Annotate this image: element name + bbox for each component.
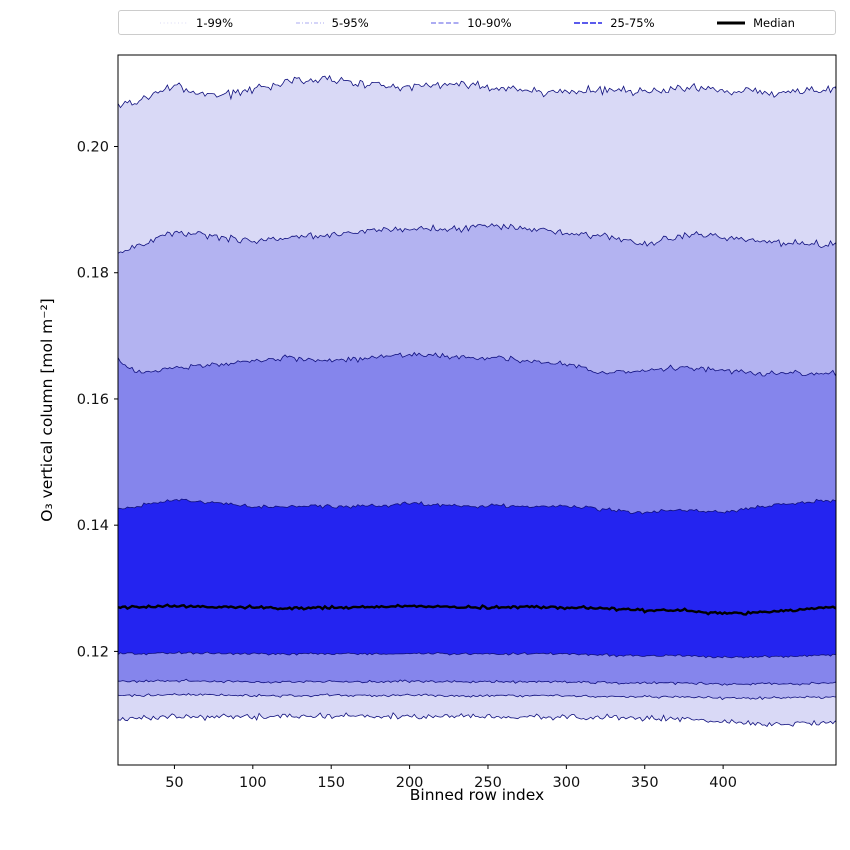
x-tick-label: 50 [165, 775, 183, 791]
band-25-75 [118, 499, 836, 658]
chart-legend: 1-99% 5-95% 10-90% 25-75% Median [118, 10, 836, 35]
median-line [118, 603, 836, 616]
legend-line-median-icon [717, 21, 746, 24]
y-tick-label: 0.12 [77, 644, 109, 660]
x-tick-label: 400 [709, 775, 737, 791]
band-edge-upper-5-95 [118, 223, 836, 254]
legend-line-5-95-icon [295, 21, 324, 24]
legend-label-10-90: 10-90% [467, 15, 512, 30]
legend-label-median: Median [753, 15, 795, 30]
band-edge-upper-10-90 [118, 351, 836, 377]
legend-line-10-90-icon [431, 21, 460, 24]
x-tick-label: 350 [631, 775, 659, 791]
x-tick-label: 300 [553, 775, 581, 791]
axes-frame [117, 54, 837, 766]
y-tick-label: 0.16 [77, 392, 109, 408]
legend-item-median: Median [716, 16, 795, 30]
legend-label-5-95: 5-95% [331, 15, 369, 30]
legend-item-1-99: 1-99% [159, 16, 233, 30]
y-tick-label: 0.20 [77, 140, 109, 156]
x-tick-label: 200 [396, 775, 424, 791]
legend-label-25-75: 25-75% [610, 15, 655, 30]
x-axis-label: Binned row index [409, 786, 545, 804]
x-tick-label: 100 [239, 775, 267, 791]
y-tick-label: 0.14 [77, 518, 109, 534]
legend-line-25-75-icon [574, 21, 603, 24]
legend-label-1-99: 1-99% [196, 15, 234, 30]
band-edge-lower-25-75 [118, 651, 836, 659]
band-edge-lower-10-90 [118, 678, 836, 686]
y-axis-label: O₃ vertical column [mol m⁻²] [38, 298, 56, 522]
y-tick-label: 0.18 [77, 266, 109, 282]
x-tick-label: 250 [474, 775, 502, 791]
x-tick-label: 150 [317, 775, 345, 791]
band-edge-upper-1-99 [118, 74, 836, 109]
legend-item-5-95: 5-95% [295, 16, 369, 30]
band-edge-lower-5-95 [118, 693, 836, 701]
band-edge-lower-1-99 [118, 712, 836, 727]
legend-line-1-99-icon [160, 21, 188, 24]
plot-area [118, 74, 836, 727]
legend-item-25-75: 25-75% [573, 15, 655, 30]
legend-item-10-90: 10-90% [430, 15, 512, 30]
band-edge-upper-25-75 [118, 498, 836, 515]
